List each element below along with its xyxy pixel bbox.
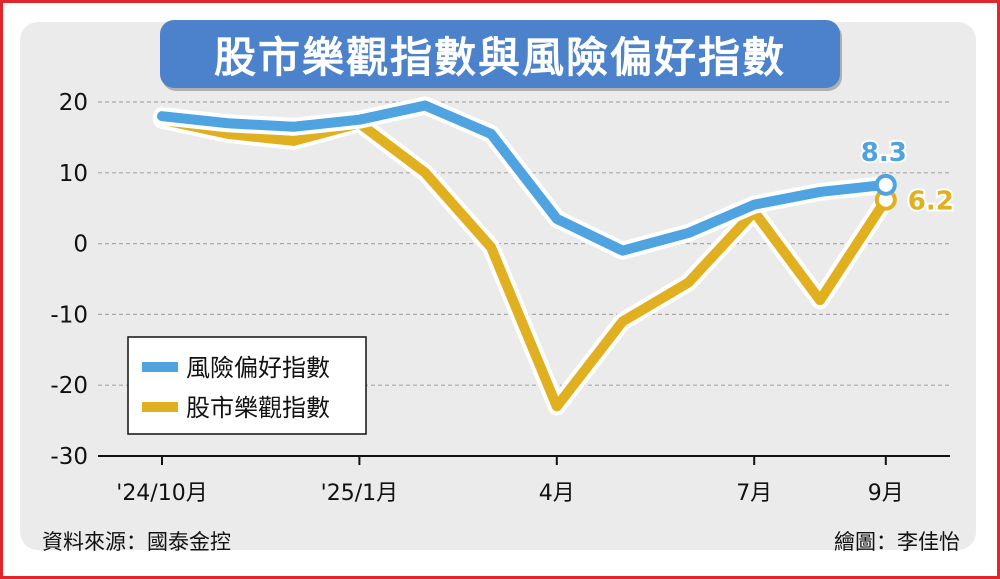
x-tick-label: '25/1月 xyxy=(321,481,398,506)
y-tick-label: 0 xyxy=(73,232,88,258)
y-tick-label: -10 xyxy=(50,302,88,328)
y-tick-label: -30 xyxy=(50,444,88,470)
end-point-risk-appetite xyxy=(874,173,897,196)
chart-title-box: 股市樂觀指數與風險偏好指數 xyxy=(160,20,840,88)
y-tick-label: 20 xyxy=(59,90,88,116)
series-line-risk-appetite xyxy=(157,100,891,256)
legend-label: 股市樂觀指數 xyxy=(186,394,330,422)
x-tick-label: 9月 xyxy=(868,481,904,506)
end-label-market-optimism: 6.2 xyxy=(908,187,954,217)
end-label-risk-appetite: 8.3 xyxy=(861,138,907,168)
x-tick-label: '24/10月 xyxy=(116,481,207,506)
x-tick-label: 7月 xyxy=(736,481,772,506)
chart-title: 股市樂觀指數與風險偏好指數 xyxy=(213,32,786,82)
author-credit: 繪圖：李佳怡 xyxy=(834,530,960,554)
legend-label: 風險偏好指數 xyxy=(186,354,330,382)
legend-box xyxy=(127,336,367,435)
y-tick-label: -20 xyxy=(50,373,88,399)
source-note: 資料來源：國泰金控 xyxy=(42,530,231,554)
series-line-market-optimism xyxy=(157,114,891,412)
x-tick-label: 4月 xyxy=(539,481,575,506)
y-tick-label: 10 xyxy=(59,161,88,187)
